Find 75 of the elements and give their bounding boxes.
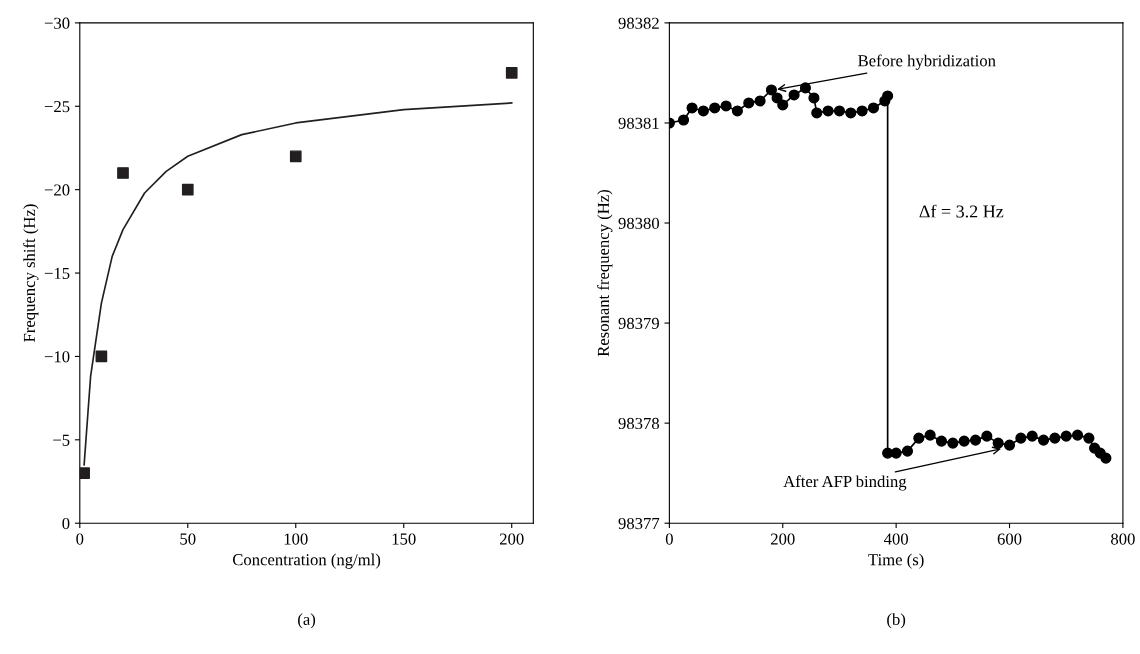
x-tick-label: 100 <box>284 533 308 545</box>
y-tick-label: −25 <box>44 101 70 113</box>
y-tick-label: 0 <box>62 517 70 530</box>
point <box>947 437 959 449</box>
x-tick-label: 200 <box>770 533 795 545</box>
y-tick-label: 98381 <box>618 117 659 129</box>
x-tick-label: 600 <box>997 533 1022 545</box>
x-axis-title: Time (s) <box>868 553 924 569</box>
x-tick-label: 400 <box>883 533 908 545</box>
point <box>117 167 129 179</box>
point <box>811 107 823 119</box>
point <box>1037 434 1050 446</box>
point <box>95 350 108 363</box>
y-tick-label: 98382 <box>618 17 659 29</box>
point <box>765 84 777 96</box>
point <box>1083 432 1095 444</box>
point <box>856 105 868 117</box>
y-tick-label: 98377 <box>618 517 660 530</box>
point <box>969 434 982 446</box>
point <box>754 95 766 107</box>
x-tick-label: 200 <box>499 533 524 545</box>
point <box>709 102 721 114</box>
y-axis-title: Resonant frequency (Hz) <box>597 190 613 357</box>
point <box>1071 429 1084 441</box>
point <box>1100 452 1112 464</box>
point <box>808 92 820 104</box>
point <box>289 150 302 163</box>
y-tick-label: −15 <box>44 267 70 279</box>
point <box>697 105 709 117</box>
text: (a) <box>298 613 316 629</box>
point <box>788 89 800 101</box>
point <box>845 107 857 119</box>
y-tick-label: 98378 <box>618 417 660 430</box>
point <box>505 67 518 79</box>
point <box>1060 430 1072 442</box>
point <box>882 90 894 102</box>
x-tick-label: 0 <box>76 533 84 545</box>
text: (b) <box>887 613 906 629</box>
x-tick-label: 800 <box>1111 533 1135 545</box>
y-tick-label: −10 <box>44 351 70 363</box>
point <box>777 99 789 111</box>
point <box>867 102 880 114</box>
point <box>992 437 1004 449</box>
point <box>981 430 993 442</box>
point <box>1003 439 1016 451</box>
y-tick-label: −5 <box>53 434 70 446</box>
x-axis-title: Concentration (ng/ml) <box>232 553 381 569</box>
y-axis-title: Frequency shift (Hz) <box>23 204 39 342</box>
point <box>743 97 755 109</box>
point <box>958 435 970 447</box>
point <box>833 105 846 117</box>
point <box>901 445 914 457</box>
x-tick-label: 150 <box>392 533 416 545</box>
point <box>677 114 690 126</box>
y-tick-label: 98380 <box>618 217 660 229</box>
point <box>924 429 936 441</box>
annotation: Δf = 3.2 Hz <box>919 204 1004 218</box>
point <box>181 183 194 196</box>
point <box>1026 430 1038 442</box>
point <box>1015 432 1027 444</box>
annotation: After AFP binding <box>783 475 907 491</box>
y-tick-label: −20 <box>44 184 70 196</box>
point <box>822 105 834 117</box>
y-tick-label: −30 <box>44 17 70 29</box>
point <box>731 105 743 117</box>
point <box>1049 432 1061 444</box>
point <box>720 100 732 112</box>
x-tick-label: 0 <box>665 533 673 545</box>
point <box>913 432 925 444</box>
y-tick-label: 98379 <box>618 317 659 330</box>
x-tick-label: 50 <box>180 533 196 545</box>
point <box>79 467 90 480</box>
annotation: Before hybridization <box>858 54 996 70</box>
point <box>686 102 698 114</box>
point <box>935 435 948 447</box>
